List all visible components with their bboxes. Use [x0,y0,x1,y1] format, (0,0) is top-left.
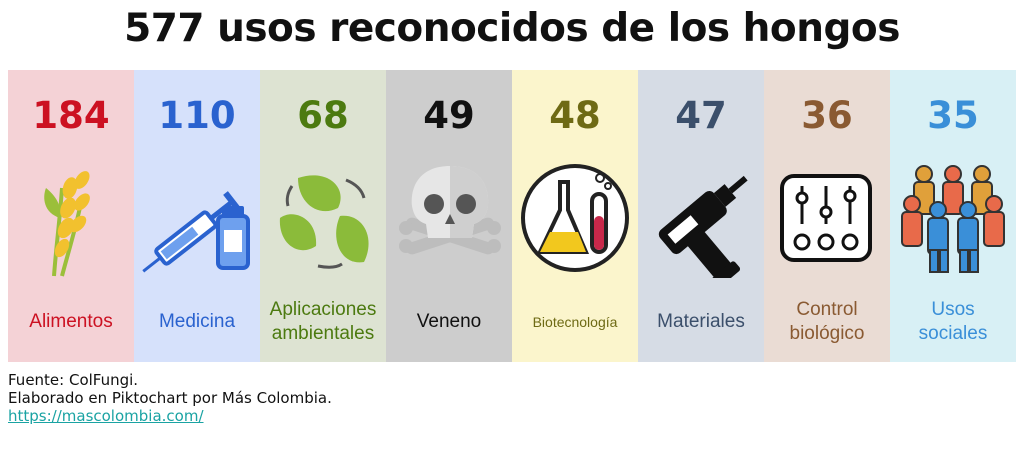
category-label: Biotecnología [512,288,638,356]
credit-text: Elaborado en Piktochart por Más Colombia… [8,389,332,407]
wheat-icon [16,158,126,278]
category-panel: 68 Aplicaciones ambientales [260,70,386,362]
category-panel: 110 Medicina [134,70,260,362]
category-label: Usos sociales [890,288,1016,356]
category-label-line: ambientales [271,323,375,344]
category-label: Aplicaciones ambientales [260,288,386,356]
source-text: Fuente: ColFungi. [8,371,139,389]
lab-flask-icon [520,158,630,278]
category-panel: 49 Veneno [386,70,512,362]
category-panels: 184 Alimentos 110 Medicina 68 Aplicacione [8,70,1016,362]
category-label-line: Medicina [158,311,236,332]
category-label-line: sociales [918,323,988,344]
category-label-line: Materiales [657,311,745,332]
category-panel: 48 Biotecnología [512,70,638,362]
value-label: 47 [675,94,727,137]
category-label-line: Veneno [416,311,482,332]
people-group-icon [898,158,1008,278]
category-label: Medicina [134,288,260,356]
category-panel: 47 Materiales [638,70,764,362]
value-label: 110 [158,94,236,137]
syringe-vial-icon [142,158,252,278]
value-label: 36 [801,94,853,137]
value-label: 35 [927,94,979,137]
recycle-leaves-icon [268,158,378,278]
skull-crossbones-icon [394,158,504,278]
category-label: Control biológico [764,288,890,356]
control-panel-icon [772,158,882,278]
value-label: 184 [32,94,110,137]
category-label: Materiales [638,288,764,356]
drill-icon [646,158,756,278]
category-label-line: biológico [789,323,865,344]
category-label-line: Control [796,299,858,320]
category-label-line: Usos [931,299,975,320]
category-label-line: Alimentos [29,311,113,332]
source-link[interactable]: https://mascolombia.com/ [8,407,204,425]
chart-title: 577 usos reconocidos de los hongos [124,6,900,51]
category-label-line: Aplicaciones [269,299,377,320]
value-label: 49 [423,94,475,137]
category-panel: 184 Alimentos [8,70,134,362]
category-panel: 35 Usos sociales [890,70,1016,362]
footer: Fuente: ColFungi. Elaborado en Piktochar… [8,371,332,425]
category-label: Veneno [386,288,512,356]
value-label: 68 [297,94,349,137]
category-panel: 36 Control biológico [764,70,890,362]
category-label-line: Biotecnología [532,314,618,330]
value-label: 48 [549,94,601,137]
category-label: Alimentos [8,288,134,356]
